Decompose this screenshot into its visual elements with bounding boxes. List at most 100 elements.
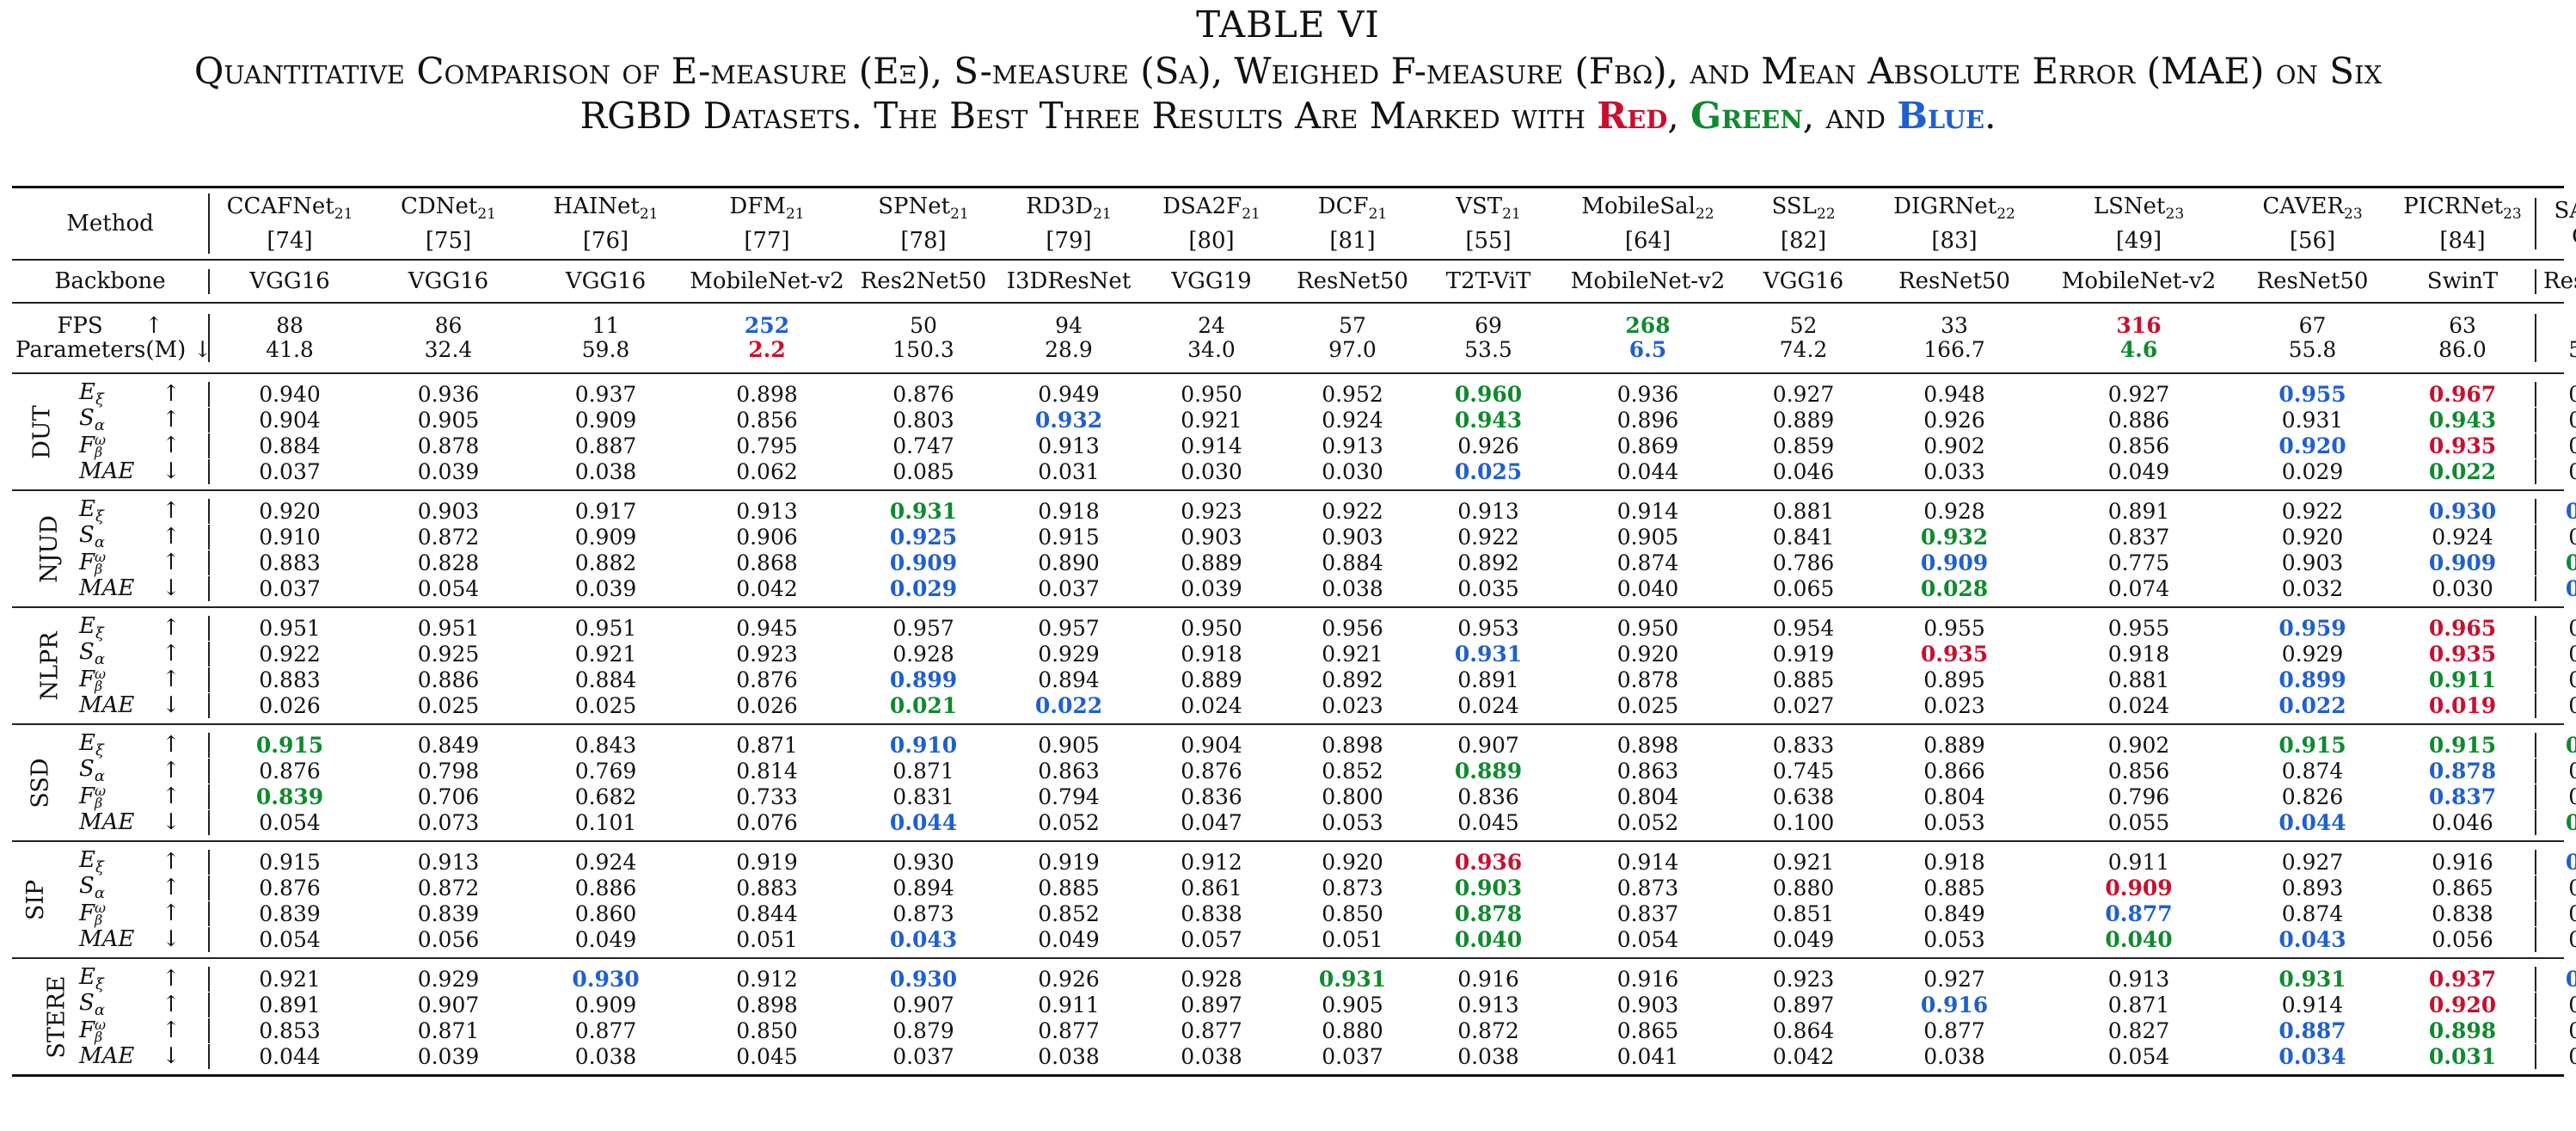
- value-cell: 0.863: [1616, 758, 1679, 784]
- value-cell: 0.923: [1772, 966, 1835, 992]
- method-ref: [49]: [2115, 227, 2162, 254]
- value-cell: 0.839: [208, 784, 370, 809]
- fps-value: 57: [1339, 313, 1366, 338]
- metric-arrow: ↑: [162, 875, 181, 900]
- value-cell: 0.030: [2432, 575, 2493, 601]
- value-cell: 0.880: [1322, 1017, 1383, 1043]
- metric-name: Sα ↑: [79, 873, 208, 902]
- value-cell: 0.914: [1181, 433, 1242, 458]
- value-cell: 0.804: [1923, 784, 1985, 809]
- value-cell: 0.874: [2281, 758, 2344, 784]
- caption-prefix: RGBD Datasets. The Best Three Results Ar…: [580, 95, 1585, 137]
- value-cell: 0.027: [1772, 692, 1835, 718]
- value-cell: 0.936: [1454, 849, 1523, 875]
- metric-row: 0.904 0.905 0.909 0.856 0.803 0.932 0.921 0.924…: [208, 407, 2576, 433]
- value-cell: 0.930: [892, 849, 954, 875]
- value-cell: 0.831: [892, 784, 954, 809]
- metric-row: 0.921 0.929 0.930 0.912 0.930 0.926 0.928 0.931…: [208, 966, 2576, 992]
- metric-row: 0.839 0.839 0.860 0.844 0.873 0.852 0.838 0.850…: [208, 900, 2576, 926]
- value-cell: 0.889: [1181, 550, 1242, 575]
- value-cell: 0.039: [417, 458, 480, 484]
- value-cell: 0.904: [208, 407, 370, 433]
- value-cell: 0.026: [208, 692, 370, 718]
- fps-label: FPS ↑: [57, 313, 163, 339]
- params-value: 53.5: [1464, 337, 1512, 362]
- fps-params-cell: 50 150.3: [849, 314, 997, 362]
- value-cell: 0.903: [1616, 992, 1679, 1017]
- value-cell: 0.838: [2432, 900, 2493, 926]
- value-cell: 0.960: [1454, 381, 1523, 407]
- value-cell: 0.916: [2432, 849, 2493, 875]
- value-cell: 0.913: [1457, 498, 1519, 524]
- value-cell: 0.919: [1038, 849, 1100, 875]
- method-ref: [78]: [900, 227, 947, 254]
- method-label: Method: [66, 211, 154, 237]
- value-cell: 0.921: [1181, 407, 1242, 433]
- backbone-cell: I3DResNet: [1006, 267, 1132, 294]
- value-cell: 0.053: [1923, 809, 1985, 835]
- value-cell: 0.918: [1181, 641, 1242, 667]
- value-cell: 0.937: [574, 381, 637, 407]
- params-value: 32.4: [424, 337, 473, 362]
- fps-params-cell: 57 97.0: [1283, 314, 1422, 362]
- value-cell: 0.921: [208, 966, 370, 992]
- metric-arrow: ↑: [162, 732, 181, 758]
- value-cell: 0.878: [1454, 900, 1523, 926]
- metric-arrow: ↑: [162, 784, 181, 809]
- value-cell: 0.949: [1038, 381, 1100, 407]
- params-value: 166.7: [1923, 337, 1985, 362]
- metric-arrow: ↑: [162, 758, 181, 784]
- value-cell: 0.045: [736, 1043, 798, 1069]
- value-cell: 0.022: [1034, 692, 1103, 718]
- value-cell: 0.956: [1322, 615, 1383, 641]
- dataset-values: 0.940 0.936 0.937 0.898 0.876 0.949 0.950 0.952…: [208, 374, 2576, 489]
- metric-arrow: ↑: [162, 667, 181, 692]
- value-cell: 0.859: [1772, 433, 1835, 458]
- value-cell: 0.931: [2279, 966, 2346, 992]
- fps-value: 19: [2536, 314, 2576, 338]
- value-cell: 0.836: [1181, 784, 1242, 809]
- fps-value: 316: [2116, 313, 2162, 338]
- value-cell: 0.903: [2281, 550, 2344, 575]
- value-cell: 0.733: [736, 784, 798, 809]
- value-cell: 0.951: [2535, 615, 2576, 641]
- results-table: Method CCAFNet21 [74] CDNet21 [75] HAINet21 [7…: [12, 186, 2576, 1077]
- value-cell: 0.953: [1457, 615, 1519, 641]
- metric-symbol: MAE: [79, 692, 135, 718]
- fps-params-cell: 52 74.2: [1741, 314, 1866, 362]
- value-cell: 0.928: [1923, 498, 1985, 524]
- metric-symbol: MAE: [79, 926, 135, 952]
- value-cell: 0.876: [892, 381, 954, 407]
- dataset-values: 0.915 0.913 0.924 0.919 0.930 0.919 0.912 0.920…: [208, 842, 2576, 957]
- value-cell: 0.877: [2105, 900, 2173, 926]
- metric-name: Sα ↑: [79, 522, 208, 551]
- value-cell: 0.909: [1920, 550, 1989, 575]
- value-cell: 0.876: [208, 875, 370, 900]
- metric-row: 0.883 0.886 0.884 0.876 0.899 0.894 0.889 0.892…: [208, 667, 2576, 692]
- value-cell: 0.051: [736, 926, 798, 952]
- value-cell: 0.950: [1181, 615, 1242, 641]
- value-cell: 0.047: [1181, 809, 1242, 835]
- metric-symbol: Eξ: [79, 963, 104, 994]
- value-cell: 0.888: [2535, 875, 2576, 900]
- value-cell: 0.889: [1454, 758, 1523, 784]
- metric-name: Eξ ↑: [79, 730, 208, 759]
- value-cell: 0.905: [417, 407, 480, 433]
- value-cell: 0.912: [2535, 433, 2576, 458]
- fps-value: 69: [1475, 313, 1502, 338]
- dataset-values: 0.915 0.849 0.843 0.871 0.910 0.905 0.904 0.898…: [208, 725, 2576, 840]
- value-cell: 0.878: [1616, 667, 1679, 692]
- metric-symbol: Eξ: [79, 612, 104, 643]
- metric-row: 0.940 0.936 0.937 0.898 0.876 0.949 0.950 0.952…: [208, 381, 2576, 407]
- params-value: 6.5: [1628, 337, 1667, 362]
- value-cell: 0.871: [736, 732, 798, 758]
- value-cell: 0.921: [1772, 849, 1835, 875]
- dataset-values: 0.920 0.903 0.917 0.913 0.931 0.918 0.923 0.922…: [208, 491, 2576, 606]
- value-cell: 0.931: [1454, 641, 1523, 667]
- value-cell: 0.827: [2107, 1017, 2170, 1043]
- metric-arrow: ↓: [162, 1043, 181, 1069]
